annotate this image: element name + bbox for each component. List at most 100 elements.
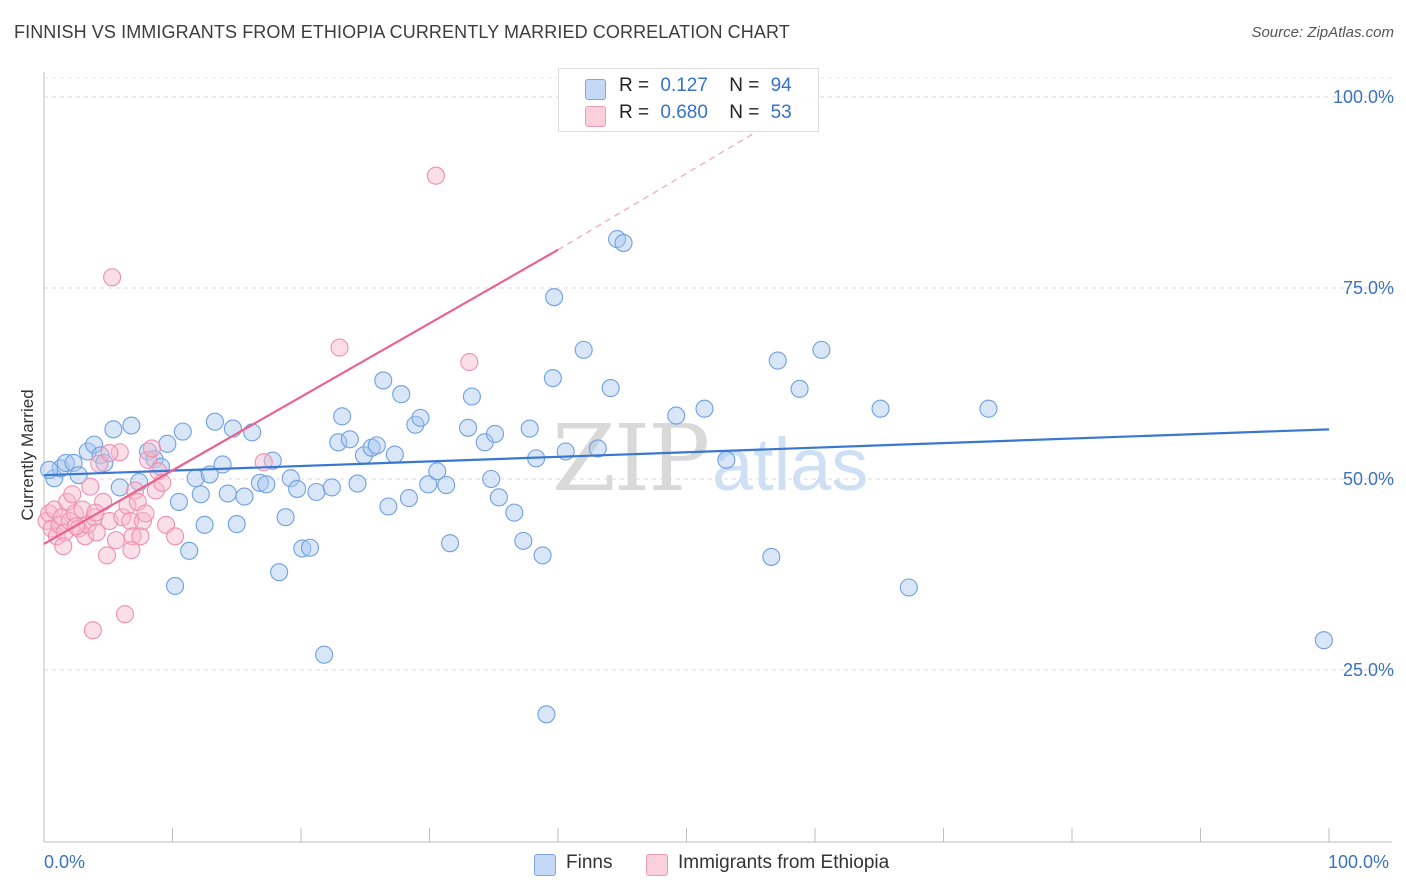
point-ethiopia: [100, 443, 119, 463]
point-ethiopia: [121, 511, 140, 531]
trend-extension-ethiopia: [557, 96, 816, 251]
point-finns: [195, 515, 214, 534]
y-tick-label-100: 100.0%: [1332, 87, 1394, 107]
point-finns: [173, 422, 192, 441]
point-finns: [667, 406, 686, 425]
point-finns: [333, 407, 352, 426]
watermark-atlas: atlas: [712, 423, 868, 506]
point-ethiopia: [110, 443, 129, 462]
point-finns: [250, 473, 269, 492]
point-finns: [543, 369, 562, 388]
point-ethiopia: [330, 338, 349, 357]
legend-n-label: N =: [729, 102, 760, 123]
point-finns: [180, 541, 199, 560]
point-ethiopia: [131, 527, 150, 546]
point-finns: [514, 531, 533, 550]
point-finns: [871, 399, 890, 418]
point-finns: [367, 436, 386, 455]
stats-legend: R = 0.127 N = 94 R = 0.680 N = 53: [558, 68, 819, 132]
point-finns: [227, 515, 246, 534]
point-ethiopia: [123, 527, 142, 546]
point-finns: [614, 233, 633, 252]
point-finns: [158, 434, 177, 453]
legend-label-ethiopia: Immigrants from Ethiopia: [678, 852, 890, 873]
point-finns: [505, 503, 524, 522]
point-finns: [437, 476, 456, 495]
legend-label-finns: Finns: [566, 852, 613, 873]
point-finns: [104, 420, 123, 439]
legend-r-label: R =: [619, 102, 650, 123]
point-finns: [601, 379, 620, 398]
point-finns: [574, 340, 593, 359]
point-ethiopia: [76, 527, 95, 546]
point-finns: [545, 288, 564, 307]
point-ethiopia: [122, 541, 141, 560]
point-finns: [205, 412, 224, 431]
legend-swatch-finns: [534, 854, 556, 876]
legend-n-value: 94: [770, 75, 792, 96]
point-finns: [288, 479, 307, 498]
legend-n-value: 53: [770, 102, 792, 123]
y-tick-label-25: 25.0%: [1342, 660, 1394, 680]
point-ethiopia: [106, 531, 126, 550]
point-finns: [263, 451, 282, 470]
point-finns: [235, 487, 254, 506]
legend-r-value: 0.127: [660, 75, 708, 96]
point-finns: [385, 445, 404, 464]
point-finns: [257, 475, 276, 494]
point-ethiopia: [115, 605, 135, 624]
y-tick-label-75: 75.0%: [1342, 278, 1394, 298]
legend-swatch-finns: [585, 79, 606, 100]
point-finns: [166, 576, 185, 596]
point-finns: [300, 538, 320, 557]
point-ethiopia: [81, 477, 100, 496]
point-finns: [122, 416, 141, 435]
point-finns: [348, 474, 367, 493]
point-ethiopia: [63, 485, 82, 504]
point-finns: [281, 469, 300, 488]
point-finns: [374, 371, 393, 390]
point-finns: [458, 418, 478, 437]
point-finns: [218, 484, 237, 503]
point-finns: [489, 488, 508, 507]
point-finns: [717, 450, 736, 469]
point-finns: [812, 340, 831, 359]
point-finns: [315, 645, 334, 664]
point-finns: [428, 462, 447, 481]
point-finns: [899, 578, 918, 597]
point-ethiopia: [426, 166, 445, 185]
point-finns: [768, 351, 787, 370]
point-finns: [419, 475, 438, 494]
legend-r-label: R =: [619, 75, 650, 96]
legend-swatch-ethiopia: [585, 106, 606, 127]
point-finns: [588, 439, 607, 458]
point-ethiopia: [54, 537, 73, 556]
point-finns: [790, 379, 809, 398]
legend-swatch-ethiopia: [646, 854, 668, 876]
point-finns: [270, 563, 289, 582]
point-ethiopia: [166, 527, 185, 546]
watermark-zip: ZIP: [552, 405, 708, 512]
point-finns: [482, 469, 501, 489]
point-finns: [340, 430, 359, 449]
point-finns: [85, 435, 104, 454]
point-ethiopia: [83, 621, 102, 640]
point-finns: [223, 419, 242, 438]
point-finns: [110, 478, 129, 497]
legend-n-label: N =: [729, 75, 760, 96]
point-finns: [307, 482, 326, 502]
point-finns: [95, 453, 114, 473]
point-finns: [762, 547, 781, 566]
point-finns: [56, 453, 75, 473]
trend-line-ethiopia: [43, 248, 559, 545]
legend-r-value: 0.680: [660, 102, 708, 123]
point-ethiopia: [103, 268, 122, 287]
point-finns: [379, 497, 398, 516]
point-finns: [533, 546, 552, 565]
y-tick-label-50: 50.0%: [1342, 469, 1394, 489]
point-finns: [243, 423, 262, 442]
x-tick-label-min: 0.0%: [44, 852, 86, 872]
point-finns: [169, 492, 188, 511]
point-ethiopia: [146, 481, 165, 500]
